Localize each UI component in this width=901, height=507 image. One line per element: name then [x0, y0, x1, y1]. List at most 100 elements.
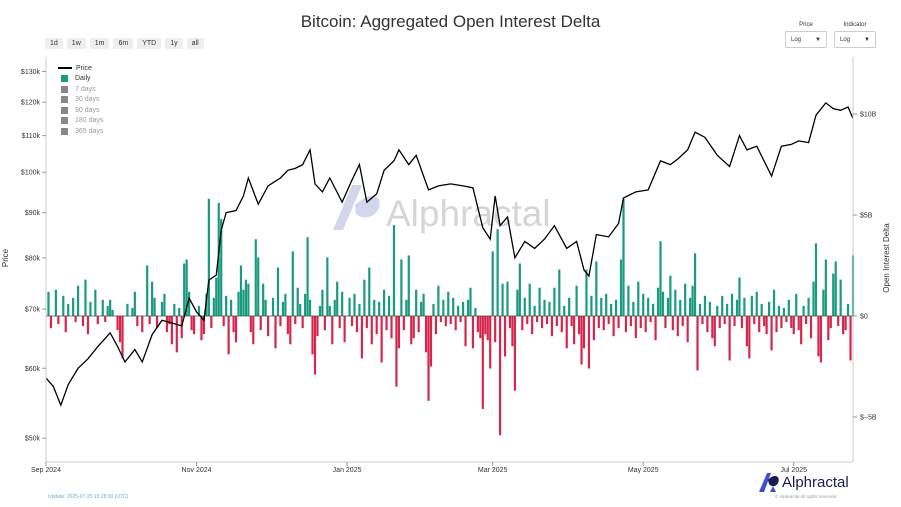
oi-delta-bar-positive — [328, 305, 331, 316]
oi-delta-bar-positive — [183, 263, 186, 316]
oi-delta-bar-negative — [180, 316, 183, 339]
oi-delta-bar-positive — [422, 293, 425, 316]
oi-delta-bar-negative — [573, 316, 576, 345]
oi-delta-bar-positive — [730, 293, 734, 316]
legend-item-180-days[interactable]: 180 days — [58, 116, 103, 127]
oi-delta-bar-positive — [501, 283, 504, 316]
oi-delta-bar-positive — [760, 303, 763, 316]
oi-delta-bar-negative — [355, 316, 359, 333]
oi-delta-bar-negative — [582, 316, 586, 349]
oi-delta-bar-negative — [775, 316, 778, 333]
oi-delta-bar-positive — [160, 301, 164, 316]
oi-delta-bar-positive — [207, 198, 210, 316]
oi-delta-bar-negative — [570, 316, 573, 327]
range-button-1w[interactable]: 1w — [66, 38, 86, 49]
oi-delta-bar-positive — [750, 295, 753, 316]
oi-delta-bar-negative — [313, 316, 317, 375]
legend-item-30-days[interactable]: 30 days — [58, 95, 103, 106]
oi-delta-bar-positive — [151, 281, 154, 316]
oi-delta-bar-positive — [703, 295, 707, 316]
oi-delta-bar-negative — [222, 316, 225, 327]
oi-delta-bar-negative — [155, 316, 159, 329]
right-tick-label: $5B — [860, 213, 873, 220]
watermark-text: Alphractal — [386, 193, 551, 234]
oi-delta-bar-positive — [585, 269, 588, 316]
oi-delta-bar-negative — [168, 316, 171, 325]
left-tick-label: $120k — [21, 100, 41, 107]
range-button-all[interactable]: all — [186, 38, 204, 49]
oi-delta-bar-positive — [133, 291, 136, 316]
oi-delta-bar-positive — [558, 269, 561, 316]
oi-delta-bar-negative — [696, 316, 699, 371]
oi-delta-bar-negative — [681, 316, 684, 327]
oi-delta-bar-positive — [84, 279, 87, 316]
range-button-6m[interactable]: 6m — [113, 38, 134, 49]
oi-delta-bar-negative — [607, 316, 610, 325]
oi-delta-bar-negative — [136, 316, 139, 327]
oi-delta-bar-negative — [763, 316, 766, 327]
chevron-down-icon: ▼ — [864, 36, 870, 43]
x-tick-label: Jul 2025 — [781, 467, 808, 474]
oi-delta-bar-negative — [289, 316, 292, 345]
oi-delta-bar-negative — [227, 316, 230, 355]
oi-delta-bar-positive — [647, 297, 650, 316]
oi-delta-bar-positive — [716, 305, 719, 316]
oi-delta-bar-positive — [383, 289, 386, 316]
oi-delta-bar-positive — [496, 229, 499, 316]
oi-delta-bar-positive — [767, 301, 771, 316]
range-button-1y[interactable]: 1y — [165, 38, 183, 49]
oi-delta-bar-positive — [217, 202, 220, 316]
range-button-ytd[interactable]: YTD — [137, 38, 162, 49]
legend-item-price[interactable]: Price — [58, 63, 103, 74]
oi-delta-bar-positive — [336, 281, 339, 316]
oi-delta-bar-positive — [474, 307, 477, 316]
oi-delta-bar-positive — [743, 297, 746, 316]
range-button-1d[interactable]: 1d — [45, 38, 63, 49]
oi-delta-bar-negative — [252, 316, 255, 345]
legend-item-7-days[interactable]: 7 days — [58, 84, 103, 95]
oi-delta-bar-negative — [545, 316, 549, 325]
oi-delta-bar-negative — [728, 316, 731, 361]
oi-delta-bar-positive — [506, 281, 509, 316]
oi-delta-bar-negative — [550, 316, 554, 337]
indicator-scale-dropdown[interactable]: Log ▼ — [834, 31, 876, 48]
oi-delta-bar-negative — [745, 316, 748, 347]
oi-delta-bar-positive — [54, 289, 57, 316]
legend-item-90-days[interactable]: 90 days — [58, 105, 103, 116]
oi-delta-bar-positive — [622, 198, 625, 316]
oi-delta-bar-negative — [402, 316, 405, 331]
oi-delta-bar-negative — [279, 316, 282, 327]
oi-delta-bar-positive — [215, 277, 218, 316]
indicator-scale-value: Log — [840, 36, 851, 43]
oi-delta-bar-positive — [548, 301, 551, 316]
oi-delta-bar-positive — [244, 279, 247, 316]
oi-delta-bar-negative — [531, 316, 534, 335]
oi-delta-bar-positive — [684, 283, 687, 316]
range-button-1m[interactable]: 1m — [89, 38, 110, 49]
oi-delta-bar-positive — [271, 297, 275, 316]
oi-delta-bar-negative — [565, 316, 568, 349]
oi-delta-bar-positive — [420, 301, 423, 316]
oi-delta-bar-negative — [765, 316, 768, 335]
oi-delta-bar-positive — [782, 307, 785, 316]
oi-delta-bar-negative — [587, 316, 591, 369]
oi-delta-bar-negative — [190, 316, 193, 331]
oi-delta-bar-positive — [538, 287, 541, 316]
oi-delta-bar-negative — [390, 316, 393, 339]
oi-delta-bar-positive — [516, 289, 519, 316]
oi-delta-bar-negative — [508, 316, 512, 329]
oi-delta-bar-positive — [368, 267, 371, 316]
price-scale-dropdown[interactable]: Log ▼ — [785, 31, 827, 48]
oi-delta-bar-negative — [294, 316, 297, 325]
legend-item-daily[interactable]: Daily — [58, 74, 103, 85]
oi-delta-bar-positive — [689, 297, 692, 316]
range-selector: 1d 1w 1m 6m YTD 1y all — [45, 38, 204, 49]
indicator-scale-label: Indicator — [843, 22, 867, 28]
oi-delta-bar-positive — [659, 241, 662, 316]
oi-delta-bar-negative — [338, 316, 341, 329]
oi-delta-bar-positive — [533, 305, 536, 316]
oi-delta-bar-negative — [454, 316, 457, 331]
right-tick-label: $0 — [860, 314, 868, 321]
legend-item-365-days[interactable]: 365 days — [58, 126, 103, 137]
